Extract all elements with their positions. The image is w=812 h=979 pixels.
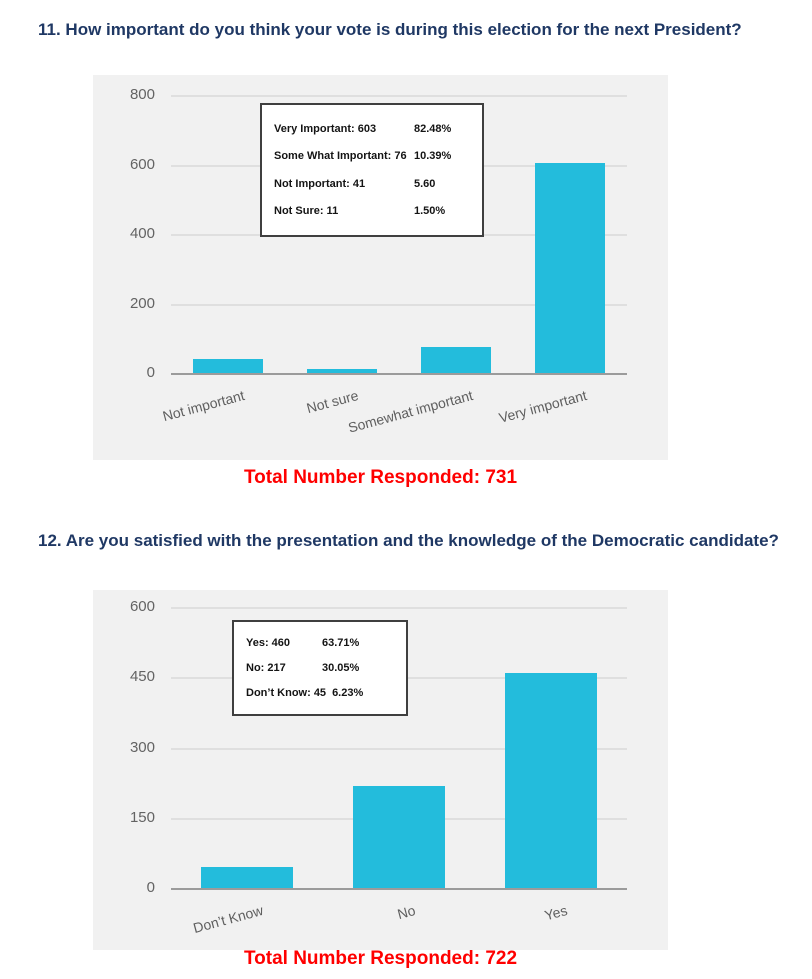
legend-box: Yes: 460 63.71% No: 217 30.05% Don’t Know: 4… xyxy=(232,620,408,716)
question-11-title: 11. How important do you think your vote… xyxy=(38,20,742,39)
y-tick-label: 0 xyxy=(146,364,155,381)
legend-value: 5.60 xyxy=(414,177,436,190)
gridline xyxy=(171,607,627,609)
legend-value: 30.05% xyxy=(322,662,360,674)
legend-row: Not Important: 41 5.60 xyxy=(274,178,470,190)
question-11-bar-chart: 0 200 400 600 800 Not important Not sure Somewh… xyxy=(93,75,668,460)
question-12-title: 12. Are you satisfied with the presentat… xyxy=(38,531,779,550)
x-tick-label: Somewhat important xyxy=(345,387,475,436)
y-tick-label: 800 xyxy=(129,86,155,103)
legend-label: Yes: 460 xyxy=(246,637,291,649)
y-tick-label: 0 xyxy=(146,879,155,896)
x-tick-label: Not sure xyxy=(304,387,361,417)
bar xyxy=(421,346,491,373)
bar xyxy=(353,786,445,888)
legend-value: 1.50% xyxy=(414,205,446,218)
x-tick-label: Don’t Know xyxy=(191,902,266,936)
bar xyxy=(193,358,263,373)
legend-label: Not Important: 41 xyxy=(274,177,366,190)
bar xyxy=(307,369,377,373)
question-12-bar-chart: 0 150 300 450 600 Don’t Know No Yes Yes: 460 63.7… xyxy=(93,590,668,950)
gridline xyxy=(171,747,627,750)
bar xyxy=(201,866,293,888)
legend-label: Don’t Know: 45 xyxy=(246,687,327,699)
legend-label: Very Important: 603 xyxy=(274,122,377,135)
legend-row: No: 217 30.05% xyxy=(246,662,394,674)
legend-value: 6.23% xyxy=(332,687,364,699)
x-tick-label: Very important xyxy=(496,387,589,426)
gridline xyxy=(171,373,627,375)
legend-value: 63.71% xyxy=(322,637,360,649)
y-tick-label: 300 xyxy=(129,738,155,756)
y-tick-label: 600 xyxy=(129,598,155,615)
legend-label: No: 217 xyxy=(246,662,286,674)
gridline xyxy=(171,303,627,306)
legend-row: Not Sure: 11 1.50% xyxy=(274,205,470,217)
legend-value: 10.39% xyxy=(414,150,452,163)
legend-value: 82.48% xyxy=(414,122,452,135)
y-tick-label: 400 xyxy=(129,225,155,242)
question-12-total-responded: Total Number Responded: 722 xyxy=(243,948,518,969)
gridline xyxy=(171,888,627,890)
legend-row: Some What Important: 76 10.39% xyxy=(274,150,470,162)
bar xyxy=(535,163,605,373)
legend-box: Very Important: 603 82.48% Some What Impor… xyxy=(260,103,484,237)
x-tick-label: No xyxy=(395,902,418,923)
legend-row: Very Important: 603 82.48% xyxy=(274,123,470,135)
question-11-total-responded: Total Number Responded: 731 xyxy=(243,467,518,488)
x-tick-label: Yes xyxy=(542,902,570,924)
y-tick-label: 150 xyxy=(129,808,155,826)
legend-label: Some What Important: 76 xyxy=(274,150,407,163)
x-tick-label: Not important xyxy=(160,387,247,425)
legend-row: Yes: 460 63.71% xyxy=(246,637,394,649)
y-tick-label: 600 xyxy=(129,155,155,173)
y-tick-label: 200 xyxy=(129,294,155,312)
bar xyxy=(505,672,597,888)
gridline xyxy=(171,95,627,97)
y-tick-label: 450 xyxy=(129,668,155,686)
legend-label: Not Sure: 11 xyxy=(274,205,339,218)
legend-row: Don’t Know: 45 6.23% xyxy=(246,687,394,699)
